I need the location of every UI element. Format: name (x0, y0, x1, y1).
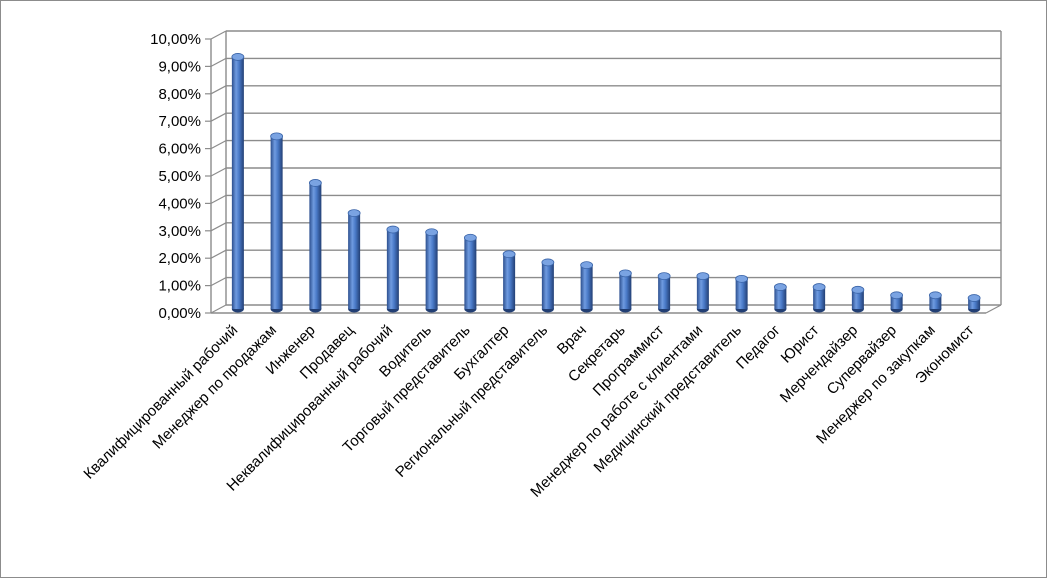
gridline-side (210, 222, 227, 232)
x-tick-label: Педагог (733, 321, 784, 372)
gridlines (210, 30, 1001, 314)
y-tick-label: 10,00% (150, 31, 201, 48)
bar (890, 291, 904, 313)
bar (657, 272, 671, 313)
y-tick-label: 1,00% (158, 278, 201, 295)
bar (967, 294, 981, 313)
bar (851, 285, 865, 313)
bar (463, 233, 477, 313)
y-tick-label: 2,00% (158, 250, 201, 267)
bar (580, 261, 594, 313)
y-tick-label: 6,00% (158, 141, 201, 158)
gridline-side (210, 167, 227, 177)
bar (773, 283, 787, 313)
y-tick-label: 8,00% (158, 86, 201, 103)
gridline-side (210, 140, 227, 150)
bar (425, 228, 439, 313)
bar (812, 283, 826, 313)
bar (928, 291, 942, 313)
x-tick-label: Квалифицированный рабочий (80, 322, 241, 483)
y-tick-label: 7,00% (158, 113, 201, 130)
gridline-side (210, 304, 227, 314)
bar (541, 258, 555, 313)
floor-right-edge (985, 304, 1002, 314)
gridline-side (210, 85, 227, 95)
bar (270, 132, 284, 313)
gridline-side (210, 194, 227, 204)
y-tick-labels: 0,00% 1,00% 2,00% 3,00% 4,00% 5,00% 6,00% 7,00%… (150, 31, 201, 322)
gridline-side (210, 57, 227, 67)
y-tick-label: 9,00% (158, 58, 201, 75)
bar (618, 269, 632, 313)
bar (308, 179, 322, 313)
y-tick-label: 3,00% (158, 223, 201, 240)
gridline-side (210, 30, 227, 40)
y-tick-label: 5,00% (158, 168, 201, 185)
gridline-side (210, 277, 227, 287)
bars (231, 53, 981, 313)
x-tick-label: Менеджер по работе с клиентами (527, 322, 706, 501)
axes (205, 31, 1002, 314)
bar (386, 225, 400, 313)
y-tick-label: 0,00% (158, 305, 201, 322)
bar (735, 274, 749, 313)
gridline-side (210, 112, 227, 122)
gridline-side (210, 249, 227, 259)
bar (696, 272, 710, 313)
y-tick-label: 4,00% (158, 195, 201, 212)
bar (347, 209, 361, 313)
bar (502, 250, 516, 313)
x-tick-label: Врач (554, 322, 590, 358)
bar (231, 53, 245, 313)
